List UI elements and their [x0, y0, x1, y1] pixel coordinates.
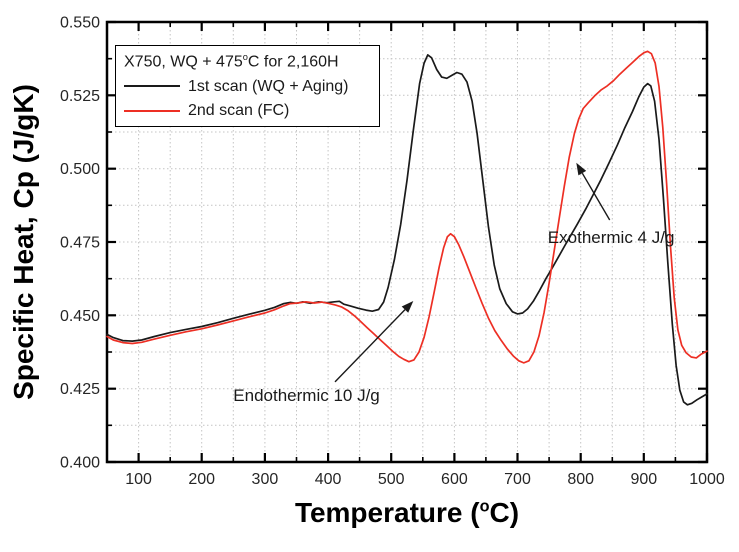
x-tick-label: 600 [441, 471, 468, 488]
legend-label-2nd-scan: 2nd scan (FC) [188, 102, 290, 120]
annotation-endothermic: Endothermic 10 J/g [233, 386, 380, 405]
y-tick-label: 0.400 [60, 455, 100, 472]
x-tick-label: 1000 [689, 471, 725, 488]
y-tick-label: 0.500 [60, 161, 100, 178]
x-tick-label: 400 [315, 471, 342, 488]
x-tick-label: 500 [378, 471, 405, 488]
legend-line-sample-red [124, 109, 180, 112]
x-tick-label: 100 [125, 471, 152, 488]
curve-1st-scan [106, 54, 708, 406]
y-tick-label: 0.475 [60, 235, 100, 252]
y-tick-label: 0.450 [60, 308, 100, 325]
x-axis-title: Temperature (oC) [294, 497, 520, 528]
legend-label-1st-scan: 1st scan (WQ + Aging) [188, 77, 349, 95]
y-tick-label: 0.525 [60, 88, 100, 105]
legend-title: X750, WQ + 475oC for 2,160H [124, 51, 339, 70]
x-tick-label: 700 [504, 471, 531, 488]
annotation-arrowhead [576, 162, 587, 176]
annotation-arrowhead [401, 301, 414, 313]
x-tick-label: 200 [188, 471, 215, 488]
legend-entry-2nd-scan: 2nd scan (FC) [124, 101, 373, 120]
annotation-arrow-line [334, 309, 406, 383]
y-axis-title: Specific Heat, Cp (J/gK) [8, 84, 39, 400]
y-tick-label: 0.550 [60, 15, 100, 32]
x-tick-label: 900 [630, 471, 657, 488]
x-tick-label: 300 [252, 471, 279, 488]
plot-frame [105, 20, 709, 464]
annotation-arrow-line [581, 172, 611, 221]
legend-line-sample-black [124, 85, 180, 88]
curve-2nd-scan [106, 50, 708, 364]
y-tick-label: 0.425 [60, 381, 100, 398]
legend-entry-1st-scan: 1st scan (WQ + Aging) [124, 77, 373, 96]
legend-box: X750, WQ + 475oC for 2,160H 1st scan (WQ… [115, 45, 380, 127]
x-tick-label: 800 [567, 471, 594, 488]
annotation-exothermic: Exothermic 4 J/g [547, 227, 675, 247]
